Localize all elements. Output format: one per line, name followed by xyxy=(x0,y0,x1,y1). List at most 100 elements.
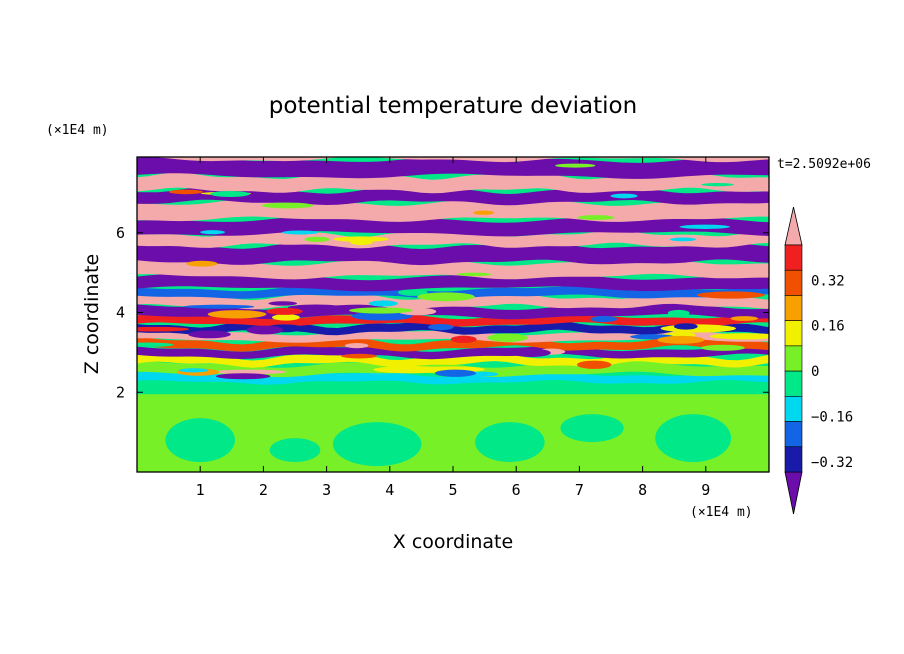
mix-streak xyxy=(215,373,271,380)
colorbar-tick-label: −0.16 xyxy=(811,410,853,426)
colorbar-tick-label: 0 xyxy=(811,364,819,380)
mix-band xyxy=(137,371,769,385)
mix-streak xyxy=(344,342,369,349)
mix-streak xyxy=(428,324,454,331)
upper-streak xyxy=(210,191,250,197)
colorbar-box xyxy=(784,421,803,448)
x-tick-label: 6 xyxy=(512,481,521,499)
upper-streak xyxy=(168,189,204,195)
chart-title: potential temperature deviation xyxy=(269,93,637,119)
mix-streak xyxy=(590,315,618,323)
colorbar-tick-label: 0.32 xyxy=(811,273,845,289)
mix-streak xyxy=(178,368,209,373)
x-tick-label: 5 xyxy=(448,481,457,499)
x-unit-label: (×1E4 m) xyxy=(690,505,753,520)
x-tick-label: 8 xyxy=(638,481,647,499)
mix-streak xyxy=(373,366,448,374)
lower-blob xyxy=(165,418,235,463)
upper-streak xyxy=(555,163,596,168)
mix-streak xyxy=(434,369,476,377)
x-tick-label: 4 xyxy=(385,481,394,499)
y-unit-label: (×1E4 m) xyxy=(46,123,109,138)
mix-streak xyxy=(657,335,705,344)
y-tick-label: 6 xyxy=(116,224,125,242)
upper-streak xyxy=(281,230,319,235)
upper-stripe xyxy=(137,230,769,249)
mix-streak xyxy=(576,360,612,369)
upper-streak xyxy=(200,230,226,235)
lower-blob xyxy=(655,414,732,463)
mix-streak xyxy=(700,344,745,351)
upper-streak xyxy=(577,215,615,220)
mix-streak xyxy=(137,326,190,332)
mix-streak xyxy=(667,309,690,317)
x-axis-label: X coordinate xyxy=(393,531,513,553)
mix-streak xyxy=(268,301,298,306)
mix-streak xyxy=(271,314,300,321)
colorbar-top-arrow xyxy=(784,206,803,246)
upper-streak xyxy=(186,260,218,267)
x-tick-label: 2 xyxy=(259,481,268,499)
mix-streak xyxy=(487,333,528,343)
colorbar-box xyxy=(784,345,803,372)
colorbar-tick-label: −0.32 xyxy=(811,455,853,471)
mix-streak xyxy=(207,310,267,319)
mix-streak xyxy=(341,353,378,359)
mix-streak xyxy=(511,348,551,358)
y-tick-label: 4 xyxy=(116,304,125,322)
lower-blob xyxy=(560,414,624,443)
upper-streak xyxy=(701,182,734,187)
upper-streak xyxy=(304,236,330,242)
x-tick-label: 1 xyxy=(196,481,205,499)
lower-blob xyxy=(269,438,321,463)
colorbar-box xyxy=(784,446,803,473)
colorbar-box xyxy=(784,320,803,347)
lower-blob xyxy=(332,422,422,467)
y-axis: 2 4 6 xyxy=(116,224,769,401)
y-tick-label: 2 xyxy=(116,383,125,401)
colorbar-box xyxy=(784,295,803,321)
mix-streak xyxy=(349,307,413,314)
mix-streak xyxy=(730,316,759,321)
mix-streak xyxy=(188,330,231,339)
upper-stripe xyxy=(150,157,769,163)
colorbar-bottom-arrow xyxy=(784,471,803,515)
mix-band xyxy=(137,344,769,360)
mix-streak xyxy=(351,311,413,321)
mix-streak xyxy=(673,323,698,330)
mix-streak xyxy=(214,369,287,375)
x-tick-label: 7 xyxy=(575,481,584,499)
lower-blob xyxy=(475,422,545,463)
mix-streak xyxy=(660,324,736,333)
contour-field xyxy=(137,157,769,472)
mix-streak xyxy=(710,333,769,340)
mix-band xyxy=(137,352,769,368)
mix-streak xyxy=(417,292,475,302)
colorbar-box xyxy=(784,269,803,296)
x-axis: 1 2 3 4 5 6 7 8 9 xyxy=(196,157,710,499)
mix-streak xyxy=(287,304,345,312)
mix-streak xyxy=(450,335,477,343)
mix-streak xyxy=(266,307,303,315)
mix-streak xyxy=(368,300,398,307)
mix-band xyxy=(137,293,769,310)
upper-streak xyxy=(610,193,638,199)
upper-streak xyxy=(670,237,696,242)
upper-streak xyxy=(473,210,495,215)
mix-streak xyxy=(397,289,428,296)
mix-streak xyxy=(696,291,765,299)
mix-streak xyxy=(184,304,255,309)
upper-stripe xyxy=(137,157,769,179)
time-label: t=2.5092e+06 xyxy=(777,157,871,172)
mix-streak xyxy=(246,325,284,335)
y-axis-label: Z coordinate xyxy=(81,254,103,374)
upper-streak xyxy=(679,224,731,229)
colorbar-box xyxy=(784,244,803,271)
colorbar-box xyxy=(784,396,803,422)
upper-streak xyxy=(261,202,314,209)
colorbar-box xyxy=(784,370,803,397)
colorbar: 0.32 0.16 0 −0.16 −0.32 xyxy=(784,206,853,515)
upper-streak xyxy=(456,272,492,277)
x-tick-label: 3 xyxy=(322,481,331,499)
